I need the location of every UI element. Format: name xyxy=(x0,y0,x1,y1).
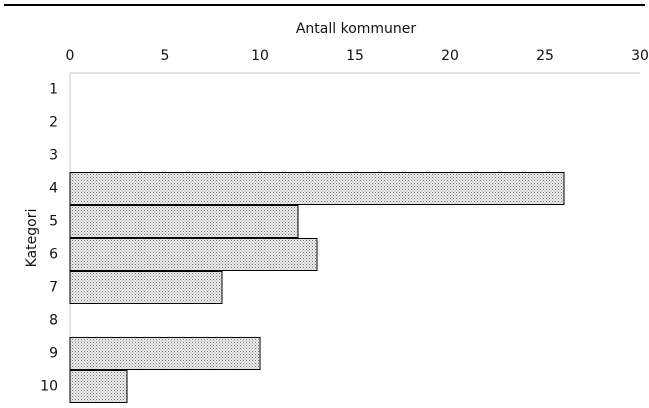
y-tick-label: 3 xyxy=(49,148,58,164)
bar xyxy=(69,172,565,205)
y-tick-label: 9 xyxy=(49,346,58,362)
y-tick-label: 8 xyxy=(49,313,58,329)
x-tick-label: 10 xyxy=(251,48,269,64)
y-tick-label: 7 xyxy=(49,280,58,296)
y-axis-title: Kategori xyxy=(24,209,40,268)
y-tick-label: 5 xyxy=(49,214,58,230)
y-tick-label: 1 xyxy=(49,82,58,98)
x-tick-label: 25 xyxy=(536,48,554,64)
x-tick-label: 5 xyxy=(161,48,170,64)
x-tick-label: 0 xyxy=(66,48,75,64)
y-tick-label: 2 xyxy=(49,115,58,131)
bar xyxy=(69,370,128,403)
x-tick-label: 15 xyxy=(346,48,364,64)
x-tick-label: 30 xyxy=(631,48,649,64)
y-tick-label: 10 xyxy=(40,379,58,395)
bar xyxy=(69,337,261,370)
x-tick-label: 20 xyxy=(441,48,459,64)
bar xyxy=(69,238,318,271)
bar xyxy=(69,271,223,304)
y-tick-label: 4 xyxy=(49,181,58,197)
x-axis-title: Antall kommuner xyxy=(296,21,417,37)
bar xyxy=(69,205,299,238)
y-tick-label: 6 xyxy=(49,247,58,263)
